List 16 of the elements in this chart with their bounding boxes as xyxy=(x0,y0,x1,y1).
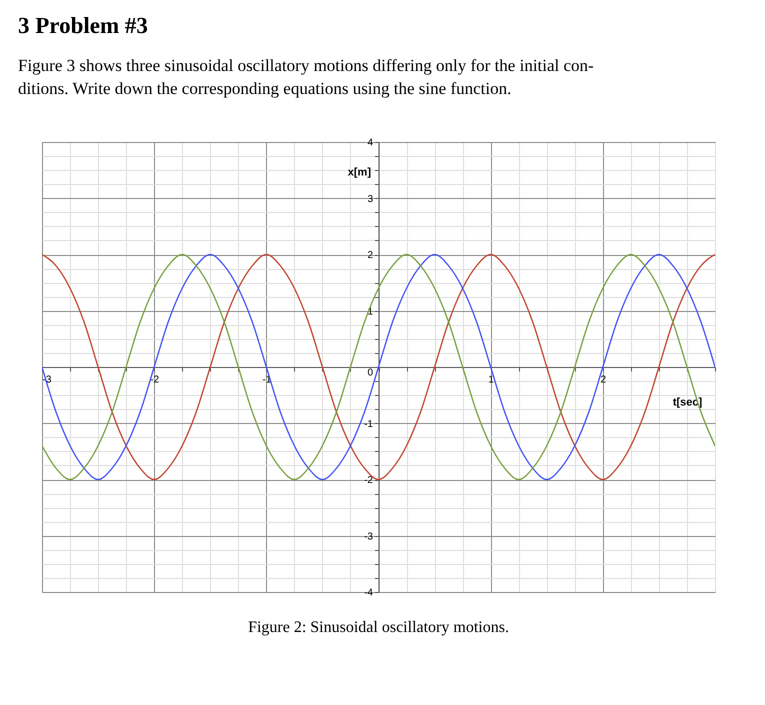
y-tick-label: -2 xyxy=(364,475,374,486)
y-tick-label: -1 xyxy=(364,418,374,430)
y-tick-label: -3 xyxy=(364,531,374,542)
chart-title: 3 Problem #3 xyxy=(18,13,148,38)
text: Figure 3 shows three sinusoidal oscillatory motions differing only for the initial con- xyxy=(18,56,594,75)
y-tick-label: 0 xyxy=(367,368,374,378)
y-tick-label: 2 xyxy=(367,250,374,261)
y-tick-label: -4 xyxy=(364,588,374,598)
x-tick-label: 1 xyxy=(488,374,494,386)
y-tick-label: 3 xyxy=(367,194,374,205)
text: ditions. Write down the corresponding equations using the sine function. xyxy=(18,79,512,98)
x-tick-label: -2 xyxy=(150,374,160,386)
y-axis-title: x[m] xyxy=(348,166,372,178)
x-tick-label: 2 xyxy=(600,374,607,386)
caption: Figure 2: Sinusoidal oscillatory motions. xyxy=(248,619,509,636)
y-tick-label: 4 xyxy=(367,138,374,148)
